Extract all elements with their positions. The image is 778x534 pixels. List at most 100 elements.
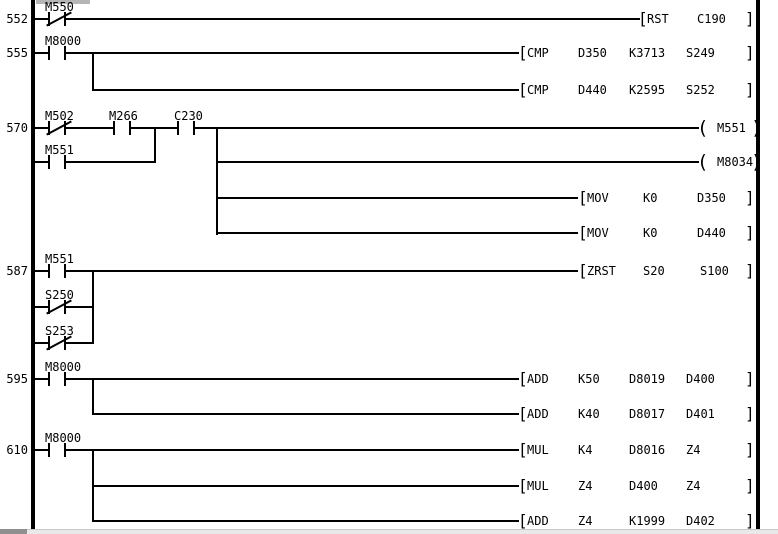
instruction-opcode[interactable]: CMP: [527, 46, 549, 60]
instruction-arg[interactable]: Z4: [686, 479, 701, 493]
instruction-arg[interactable]: K4: [578, 443, 593, 457]
contact-label: M551: [45, 252, 74, 266]
coil-label: M8034: [717, 155, 754, 169]
instruction-opcode[interactable]: CMP: [527, 83, 549, 97]
toolbar-remnant: [36, 0, 90, 4]
contact-label: S253: [45, 324, 74, 338]
contact-label: M266: [109, 109, 138, 123]
instruction-arg[interactable]: D402: [686, 514, 715, 528]
instruction-arg[interactable]: Z4: [686, 443, 701, 457]
instruction-opcode[interactable]: ADD: [527, 372, 549, 386]
instruction-arg[interactable]: D400: [686, 372, 715, 386]
instruction-arg[interactable]: D440: [697, 226, 726, 240]
instruction-opcode[interactable]: RST: [647, 12, 669, 26]
instruction-opcode[interactable]: MUL: [527, 443, 549, 457]
instruction-close-bracket: ]: [745, 440, 755, 459]
contact-label: M8000: [45, 360, 82, 374]
instruction-open-bracket: [: [518, 511, 528, 530]
contact-label: S250: [45, 288, 74, 302]
instruction-arg[interactable]: K40: [578, 407, 600, 421]
instruction-close-bracket: ]: [745, 188, 755, 207]
coil-m8034[interactable]: ( M8034 ): [697, 151, 763, 173]
instruction-open-bracket: [: [518, 440, 528, 459]
contact-m8000-no[interactable]: [48, 372, 66, 386]
instruction-opcode[interactable]: ZRST: [587, 264, 616, 278]
instruction-arg[interactable]: K50: [578, 372, 600, 386]
instruction-arg[interactable]: K3713: [629, 46, 666, 60]
instruction-arg[interactable]: D400: [629, 479, 658, 493]
branch-line-vertical: [92, 52, 94, 91]
contact-m502-nc[interactable]: [46, 120, 72, 136]
branch-line: [92, 89, 519, 91]
instruction-close-bracket: ]: [745, 511, 755, 530]
contact-m550-nc[interactable]: [46, 11, 72, 27]
instruction-opcode[interactable]: ADD: [527, 514, 549, 528]
contact-s250-nc[interactable]: [46, 299, 72, 315]
instruction-arg[interactable]: K0: [643, 191, 658, 205]
branch-line: [34, 161, 156, 163]
branch-line: [92, 520, 519, 522]
instruction-close-bracket: ]: [745, 9, 755, 28]
instruction-opcode[interactable]: MUL: [527, 479, 549, 493]
branch-line-vertical: [92, 378, 94, 415]
rung-line: [34, 18, 640, 20]
contact-m8000-no[interactable]: [48, 46, 66, 60]
instruction-open-bracket: [: [518, 369, 528, 388]
instruction-open-bracket: [: [578, 261, 588, 280]
instruction-arg[interactable]: K2595: [629, 83, 666, 97]
branch-line: [216, 197, 578, 199]
instruction-arg[interactable]: D440: [578, 83, 607, 97]
horizontal-scrollbar-track[interactable]: [27, 529, 778, 534]
contact-label: M502: [45, 109, 74, 123]
coil-open-paren: (: [697, 151, 709, 173]
step-number: 610: [6, 443, 28, 457]
instruction-close-bracket: ]: [745, 476, 755, 495]
branch-line-vertical: [154, 127, 156, 163]
instruction-arg[interactable]: D350: [697, 191, 726, 205]
instruction-arg[interactable]: S20: [643, 264, 665, 278]
branch-line: [92, 413, 519, 415]
contact-label: M8000: [45, 34, 82, 48]
instruction-arg[interactable]: S249: [686, 46, 715, 60]
contact-m266-no[interactable]: [113, 121, 131, 135]
instruction-open-bracket: [: [638, 9, 648, 28]
right-power-rail: [756, 0, 760, 530]
step-number: 595: [6, 372, 28, 386]
contact-m551-no[interactable]: [48, 264, 66, 278]
instruction-arg[interactable]: D8019: [629, 372, 666, 386]
instruction-arg[interactable]: C190: [697, 12, 726, 26]
instruction-arg[interactable]: K0: [643, 226, 658, 240]
contact-s253-nc[interactable]: [46, 335, 72, 351]
instruction-opcode[interactable]: MOV: [587, 191, 609, 205]
instruction-arg[interactable]: D8016: [629, 443, 666, 457]
coil-m551[interactable]: ( M551 ): [697, 117, 762, 139]
instruction-arg[interactable]: S252: [686, 83, 715, 97]
coil-open-paren: (: [697, 117, 709, 139]
step-number: 552: [6, 12, 28, 26]
horizontal-scrollbar-corner[interactable]: [0, 529, 27, 534]
instruction-arg[interactable]: K1999: [629, 514, 666, 528]
instruction-close-bracket: ]: [745, 261, 755, 280]
step-number: 587: [6, 264, 28, 278]
left-power-rail: [31, 0, 35, 530]
contact-m8000-no[interactable]: [48, 443, 66, 457]
instruction-arg[interactable]: Z4: [578, 514, 593, 528]
coil-close-paren: ): [751, 151, 763, 173]
instruction-arg[interactable]: D401: [686, 407, 715, 421]
contact-c230-no[interactable]: [177, 121, 195, 135]
rung-line: [34, 449, 519, 451]
contact-label: M550: [45, 0, 74, 14]
contact-m551-no[interactable]: [48, 155, 66, 169]
instruction-arg[interactable]: D8017: [629, 407, 666, 421]
instruction-open-bracket: [: [518, 43, 528, 62]
instruction-opcode[interactable]: MOV: [587, 226, 609, 240]
instruction-arg[interactable]: S100: [700, 264, 729, 278]
instruction-arg[interactable]: D350: [578, 46, 607, 60]
instruction-arg[interactable]: Z4: [578, 479, 593, 493]
branch-line: [92, 485, 519, 487]
instruction-open-bracket: [: [518, 404, 528, 423]
instruction-close-bracket: ]: [745, 369, 755, 388]
instruction-opcode[interactable]: ADD: [527, 407, 549, 421]
branch-line: [216, 161, 699, 163]
